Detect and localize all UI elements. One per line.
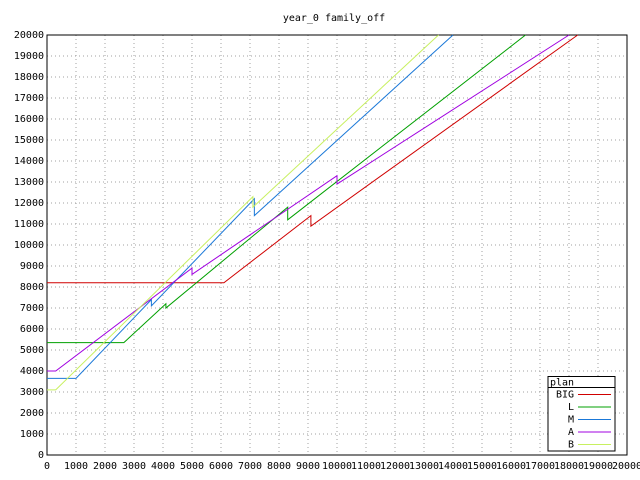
x-tick-label: 6000	[209, 461, 233, 472]
legend-title: plan	[550, 378, 574, 389]
y-tick-label: 11000	[14, 219, 44, 230]
x-tick-label: 4000	[151, 461, 175, 472]
legend-box	[547, 376, 616, 452]
x-tick-label: 2000	[93, 461, 117, 472]
x-tick-label: 8000	[267, 461, 291, 472]
y-tick-label: 8000	[20, 282, 44, 293]
y-tick-label: 2000	[20, 408, 44, 419]
x-tick-label: 19000	[583, 461, 613, 472]
y-tick-label: 19000	[14, 51, 44, 62]
y-tick-label: 1000	[20, 429, 44, 440]
legend-label: M	[568, 415, 574, 426]
plot-border	[46, 34, 628, 456]
y-tick-label: 13000	[14, 177, 44, 188]
chart-title: year_0 family_off	[283, 13, 385, 24]
y-tick-label: 18000	[14, 72, 44, 83]
series-line	[47, 34, 439, 391]
x-tick-label: 9000	[296, 461, 320, 472]
legend-label: B	[568, 440, 574, 451]
x-tick-label: 10000	[322, 461, 352, 472]
series-line	[47, 34, 570, 372]
series-line	[47, 34, 526, 344]
x-tick-label: 20000	[612, 461, 640, 472]
x-tick-label: 17000	[525, 461, 555, 472]
y-tick-label: 17000	[14, 93, 44, 104]
x-tick-label: 5000	[180, 461, 204, 472]
x-tick-label: 14000	[438, 461, 468, 472]
series-line	[47, 34, 578, 284]
x-tick-label: 18000	[554, 461, 584, 472]
y-tick-label: 5000	[20, 345, 44, 356]
y-tick-label: 12000	[14, 198, 44, 209]
legend-label: A	[568, 427, 574, 438]
x-tick-label: 16000	[496, 461, 526, 472]
series-line	[47, 34, 454, 379]
y-tick-label: 16000	[14, 114, 44, 125]
y-tick-label: 7000	[20, 303, 44, 314]
y-tick-label: 3000	[20, 387, 44, 398]
y-tick-label: 9000	[20, 261, 44, 272]
x-tick-label: 13000	[409, 461, 439, 472]
y-tick-label: 15000	[14, 135, 44, 146]
x-tick-label: 0	[44, 461, 50, 472]
y-tick-label: 20000	[14, 30, 44, 41]
legend-label: BIG	[556, 390, 574, 401]
y-tick-label: 6000	[20, 324, 44, 335]
y-tick-label: 10000	[14, 240, 44, 251]
x-tick-label: 15000	[467, 461, 497, 472]
y-tick-label: 0	[38, 450, 44, 461]
x-tick-label: 1000	[64, 461, 88, 472]
x-tick-label: 11000	[351, 461, 381, 472]
y-tick-label: 4000	[20, 366, 44, 377]
x-tick-label: 12000	[380, 461, 410, 472]
y-tick-label: 14000	[14, 156, 44, 167]
legend-label: L	[568, 402, 574, 413]
x-tick-label: 3000	[122, 461, 146, 472]
x-tick-label: 7000	[238, 461, 262, 472]
